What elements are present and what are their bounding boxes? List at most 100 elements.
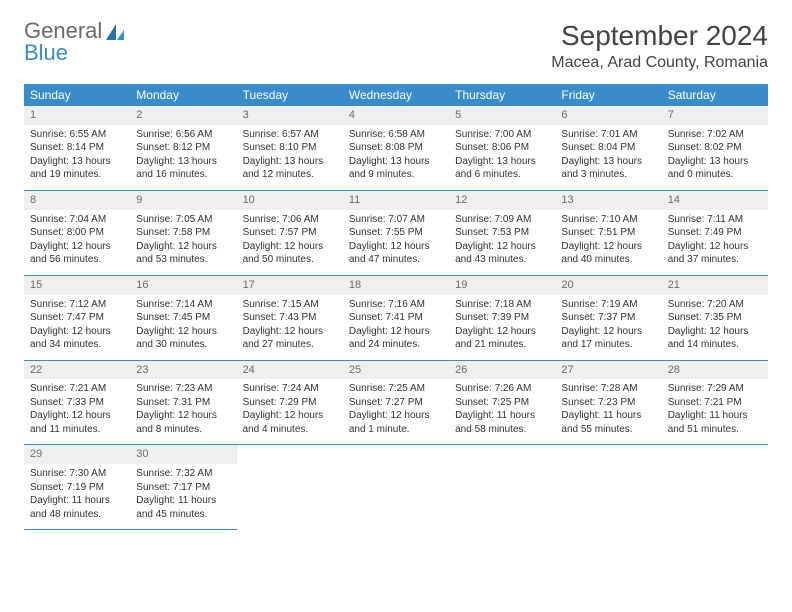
logo-text-top: General <box>24 20 102 42</box>
calendar-cell: 29Sunrise: 7:30 AMSunset: 7:19 PMDayligh… <box>24 445 130 530</box>
day-body: Sunrise: 7:16 AMSunset: 7:41 PMDaylight:… <box>343 295 449 360</box>
sunrise-line: Sunrise: 7:06 AM <box>243 213 337 227</box>
sunrise-line: Sunrise: 7:24 AM <box>243 382 337 396</box>
calendar-header-row: SundayMondayTuesdayWednesdayThursdayFrid… <box>24 84 768 106</box>
day-number: 10 <box>237 191 343 210</box>
day-body: Sunrise: 7:01 AMSunset: 8:04 PMDaylight:… <box>555 125 661 190</box>
calendar-cell: 17Sunrise: 7:15 AMSunset: 7:43 PMDayligh… <box>237 275 343 360</box>
daylight-line: Daylight: 12 hours and 40 minutes. <box>561 240 655 267</box>
sunrise-line: Sunrise: 7:10 AM <box>561 213 655 227</box>
calendar-cell: 3Sunrise: 6:57 AMSunset: 8:10 PMDaylight… <box>237 106 343 190</box>
sunset-line: Sunset: 7:43 PM <box>243 311 337 325</box>
daylight-line: Daylight: 11 hours and 51 minutes. <box>668 409 762 436</box>
calendar-cell: 28Sunrise: 7:29 AMSunset: 7:21 PMDayligh… <box>662 360 768 445</box>
daylight-line: Daylight: 13 hours and 3 minutes. <box>561 155 655 182</box>
sunset-line: Sunset: 7:27 PM <box>349 396 443 410</box>
daylight-line: Daylight: 12 hours and 11 minutes. <box>30 409 124 436</box>
calendar-cell: 2Sunrise: 6:56 AMSunset: 8:12 PMDaylight… <box>130 106 236 190</box>
day-body: Sunrise: 7:19 AMSunset: 7:37 PMDaylight:… <box>555 295 661 360</box>
sail-icon <box>104 22 126 50</box>
daylight-line: Daylight: 12 hours and 47 minutes. <box>349 240 443 267</box>
daylight-line: Daylight: 12 hours and 34 minutes. <box>30 325 124 352</box>
day-body: Sunrise: 7:20 AMSunset: 7:35 PMDaylight:… <box>662 295 768 360</box>
sunrise-line: Sunrise: 7:01 AM <box>561 128 655 142</box>
day-number: 16 <box>130 276 236 295</box>
day-number: 15 <box>24 276 130 295</box>
weekday-header: Friday <box>555 84 661 106</box>
sunset-line: Sunset: 7:39 PM <box>455 311 549 325</box>
sunset-line: Sunset: 8:04 PM <box>561 141 655 155</box>
day-number: 1 <box>24 106 130 125</box>
day-body: Sunrise: 6:57 AMSunset: 8:10 PMDaylight:… <box>237 125 343 190</box>
sunset-line: Sunset: 7:33 PM <box>30 396 124 410</box>
day-number: 21 <box>662 276 768 295</box>
daylight-line: Daylight: 13 hours and 9 minutes. <box>349 155 443 182</box>
sunrise-line: Sunrise: 7:19 AM <box>561 298 655 312</box>
calendar-cell: 14Sunrise: 7:11 AMSunset: 7:49 PMDayligh… <box>662 190 768 275</box>
day-body: Sunrise: 7:14 AMSunset: 7:45 PMDaylight:… <box>130 295 236 360</box>
day-body: Sunrise: 7:29 AMSunset: 7:21 PMDaylight:… <box>662 379 768 444</box>
sunset-line: Sunset: 8:00 PM <box>30 226 124 240</box>
day-number: 8 <box>24 191 130 210</box>
day-body: Sunrise: 7:24 AMSunset: 7:29 PMDaylight:… <box>237 379 343 444</box>
sunrise-line: Sunrise: 7:30 AM <box>30 467 124 481</box>
sunset-line: Sunset: 7:17 PM <box>136 481 230 495</box>
calendar-cell: 6Sunrise: 7:01 AMSunset: 8:04 PMDaylight… <box>555 106 661 190</box>
title-block: September 2024 Macea, Arad County, Roman… <box>551 20 768 80</box>
day-number: 25 <box>343 361 449 380</box>
day-body: Sunrise: 7:09 AMSunset: 7:53 PMDaylight:… <box>449 210 555 275</box>
sunset-line: Sunset: 7:57 PM <box>243 226 337 240</box>
sunset-line: Sunset: 8:10 PM <box>243 141 337 155</box>
weekday-header: Saturday <box>662 84 768 106</box>
day-body: Sunrise: 7:10 AMSunset: 7:51 PMDaylight:… <box>555 210 661 275</box>
day-number: 20 <box>555 276 661 295</box>
day-number: 19 <box>449 276 555 295</box>
calendar-cell: 10Sunrise: 7:06 AMSunset: 7:57 PMDayligh… <box>237 190 343 275</box>
sunrise-line: Sunrise: 7:14 AM <box>136 298 230 312</box>
sunrise-line: Sunrise: 7:11 AM <box>668 213 762 227</box>
sunset-line: Sunset: 7:21 PM <box>668 396 762 410</box>
weekday-header: Monday <box>130 84 236 106</box>
sunset-line: Sunset: 7:31 PM <box>136 396 230 410</box>
day-body: Sunrise: 7:04 AMSunset: 8:00 PMDaylight:… <box>24 210 130 275</box>
daylight-line: Daylight: 13 hours and 0 minutes. <box>668 155 762 182</box>
day-body: Sunrise: 7:15 AMSunset: 7:43 PMDaylight:… <box>237 295 343 360</box>
weekday-header: Tuesday <box>237 84 343 106</box>
month-title: September 2024 <box>551 20 768 52</box>
calendar-cell <box>449 445 555 530</box>
day-number: 23 <box>130 361 236 380</box>
weekday-header: Sunday <box>24 84 130 106</box>
day-number: 24 <box>237 361 343 380</box>
sunset-line: Sunset: 7:45 PM <box>136 311 230 325</box>
day-number: 4 <box>343 106 449 125</box>
daylight-line: Daylight: 12 hours and 27 minutes. <box>243 325 337 352</box>
sunrise-line: Sunrise: 7:02 AM <box>668 128 762 142</box>
sunrise-line: Sunrise: 7:23 AM <box>136 382 230 396</box>
daylight-line: Daylight: 12 hours and 56 minutes. <box>30 240 124 267</box>
calendar-cell: 27Sunrise: 7:28 AMSunset: 7:23 PMDayligh… <box>555 360 661 445</box>
calendar-table: SundayMondayTuesdayWednesdayThursdayFrid… <box>24 84 768 530</box>
weekday-header: Wednesday <box>343 84 449 106</box>
calendar-cell: 1Sunrise: 6:55 AMSunset: 8:14 PMDaylight… <box>24 106 130 190</box>
calendar-cell: 13Sunrise: 7:10 AMSunset: 7:51 PMDayligh… <box>555 190 661 275</box>
sunrise-line: Sunrise: 7:26 AM <box>455 382 549 396</box>
calendar-cell: 26Sunrise: 7:26 AMSunset: 7:25 PMDayligh… <box>449 360 555 445</box>
sunrise-line: Sunrise: 6:57 AM <box>243 128 337 142</box>
calendar-cell: 24Sunrise: 7:24 AMSunset: 7:29 PMDayligh… <box>237 360 343 445</box>
day-body: Sunrise: 6:55 AMSunset: 8:14 PMDaylight:… <box>24 125 130 190</box>
day-body: Sunrise: 7:26 AMSunset: 7:25 PMDaylight:… <box>449 379 555 444</box>
day-body: Sunrise: 7:30 AMSunset: 7:19 PMDaylight:… <box>24 464 130 529</box>
calendar-cell: 30Sunrise: 7:32 AMSunset: 7:17 PMDayligh… <box>130 445 236 530</box>
day-number: 7 <box>662 106 768 125</box>
sunrise-line: Sunrise: 7:18 AM <box>455 298 549 312</box>
calendar-cell <box>555 445 661 530</box>
daylight-line: Daylight: 11 hours and 48 minutes. <box>30 494 124 521</box>
calendar-cell: 8Sunrise: 7:04 AMSunset: 8:00 PMDaylight… <box>24 190 130 275</box>
sunrise-line: Sunrise: 7:12 AM <box>30 298 124 312</box>
daylight-line: Daylight: 12 hours and 21 minutes. <box>455 325 549 352</box>
day-number: 26 <box>449 361 555 380</box>
sunset-line: Sunset: 8:12 PM <box>136 141 230 155</box>
day-body: Sunrise: 7:11 AMSunset: 7:49 PMDaylight:… <box>662 210 768 275</box>
sunrise-line: Sunrise: 7:20 AM <box>668 298 762 312</box>
calendar-cell: 9Sunrise: 7:05 AMSunset: 7:58 PMDaylight… <box>130 190 236 275</box>
